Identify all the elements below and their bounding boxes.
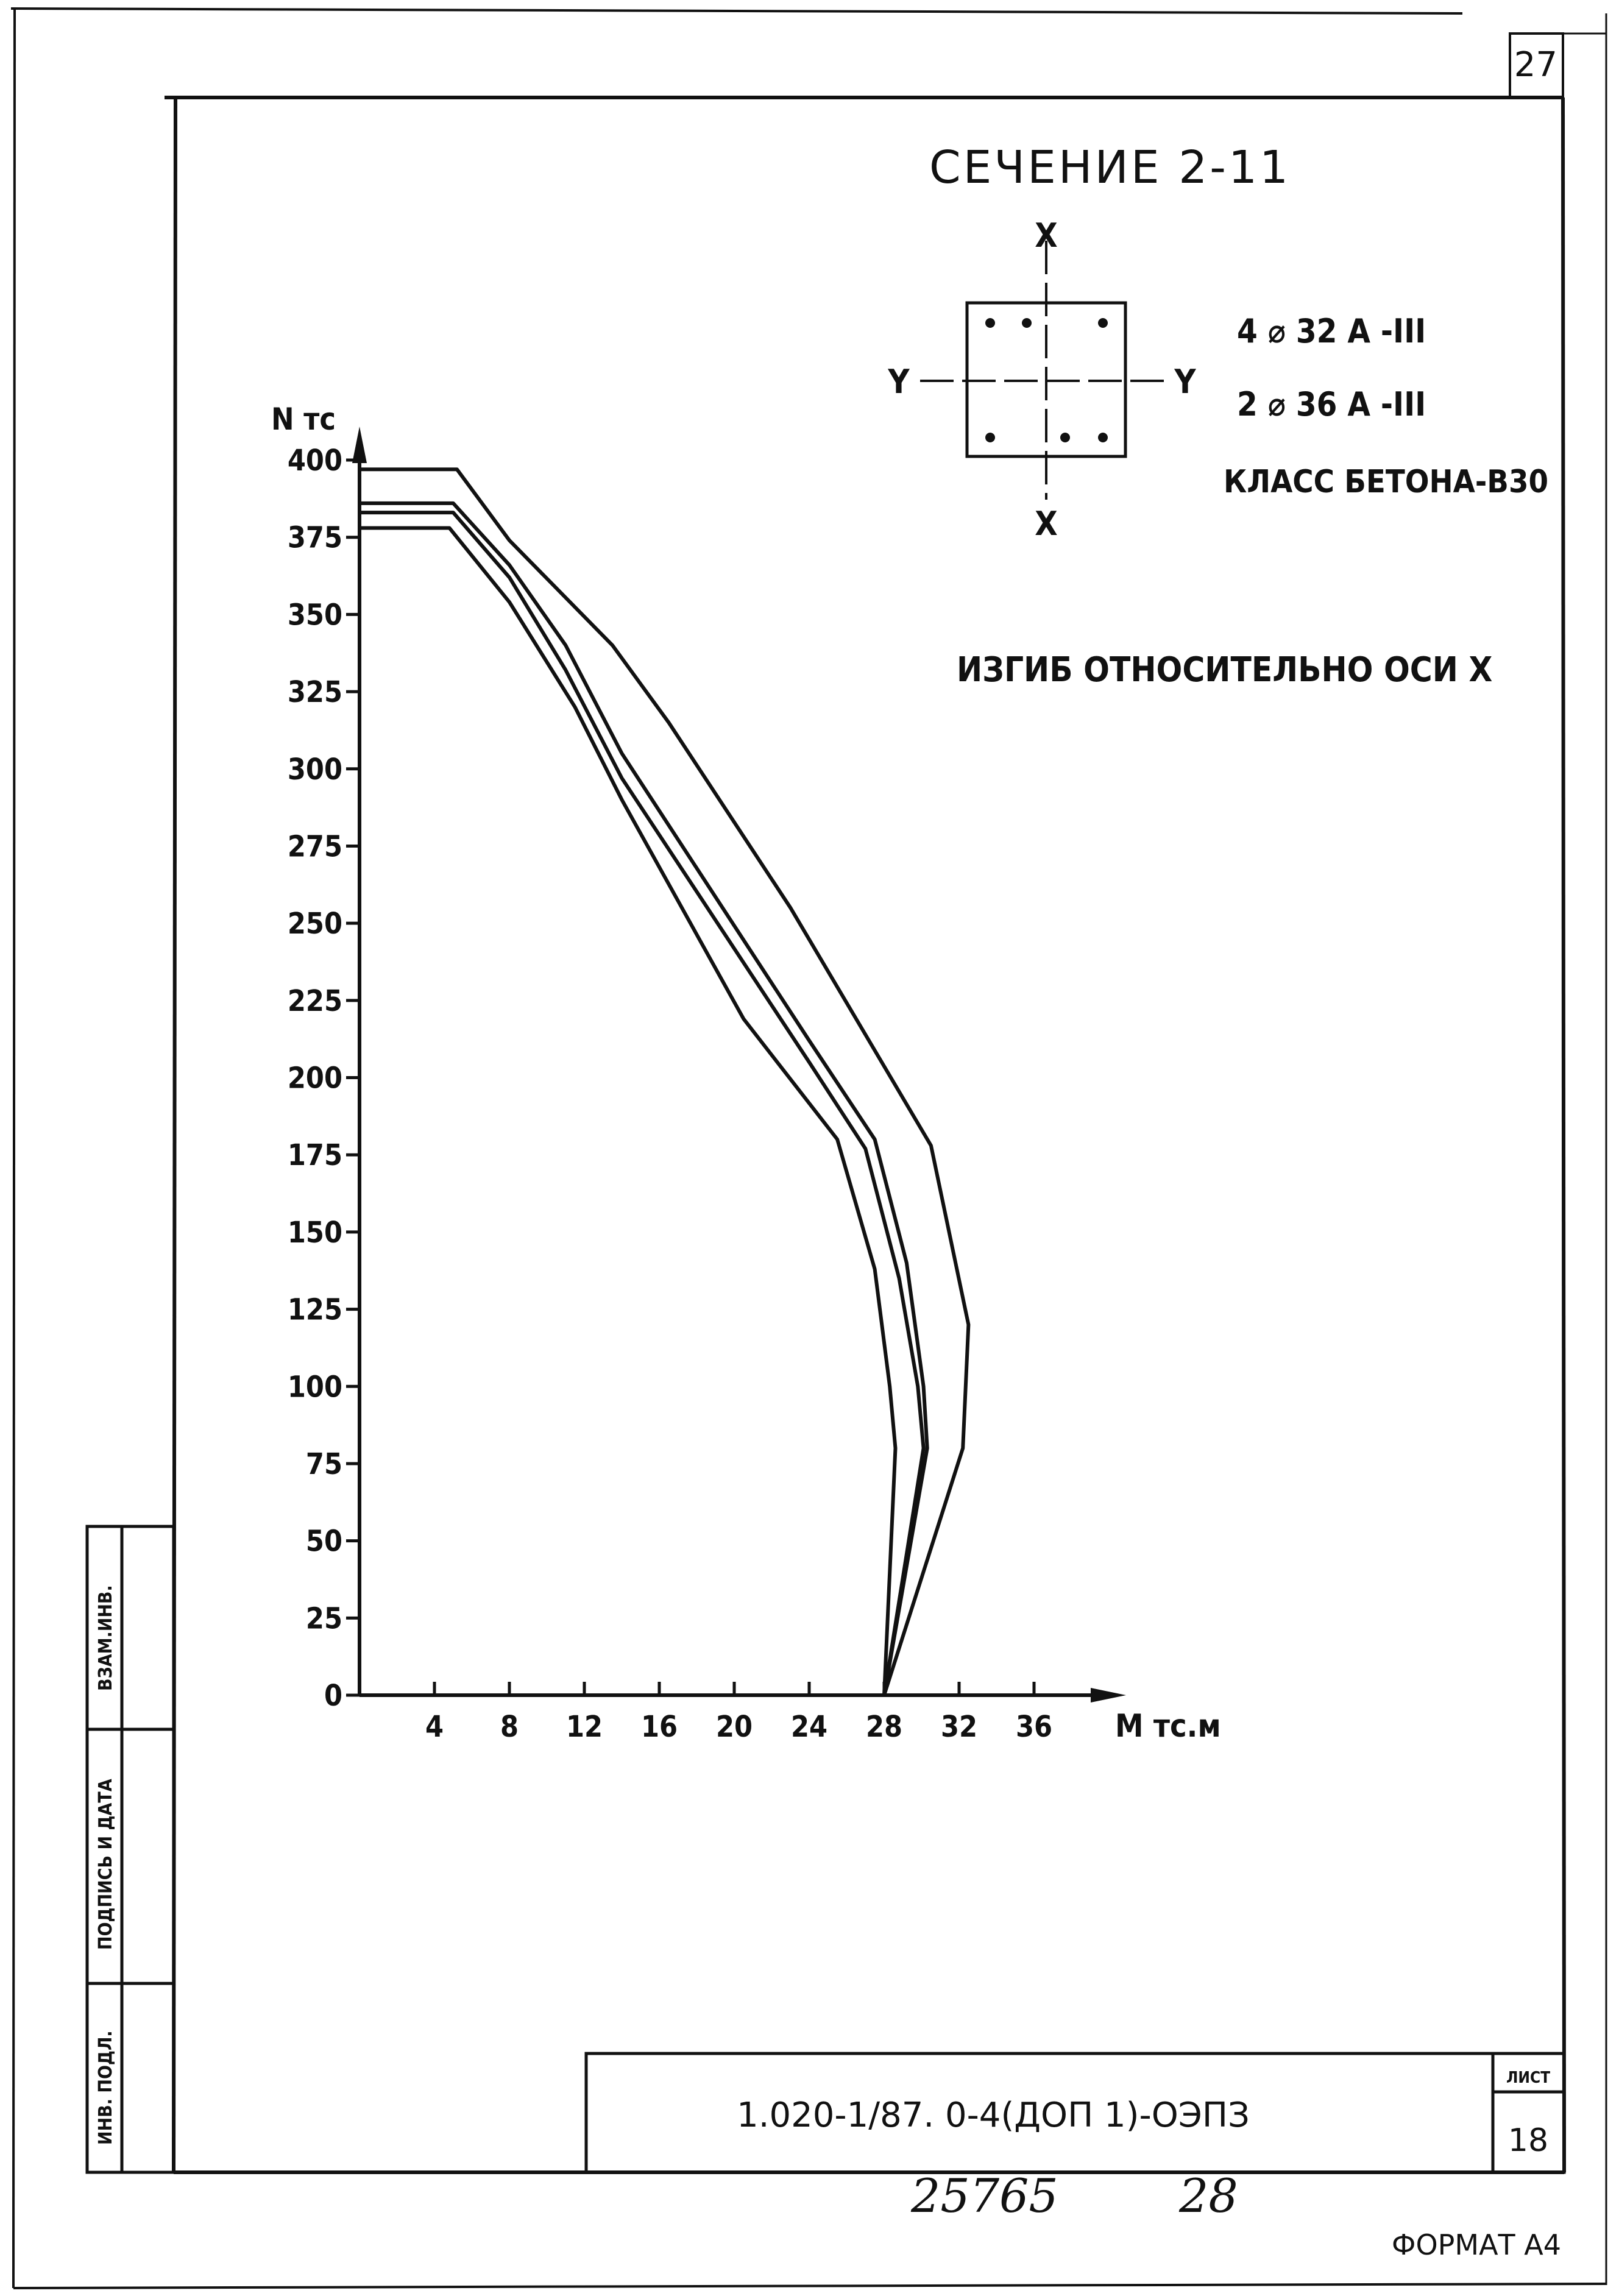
rebar-dot — [985, 433, 995, 442]
reinforcement-line-2: 2 ⌀ 36 А -III — [1237, 385, 1426, 423]
section-axis-y-left-label: Y — [887, 363, 910, 401]
rebar-dot — [985, 318, 995, 328]
y-tick-label: 250 — [288, 907, 342, 941]
rebar-dot — [1022, 318, 1032, 328]
x-axis-arrow — [1091, 1688, 1126, 1703]
y-tick-label: 400 — [288, 444, 342, 478]
stamp-field-original-inv: ИНВ. ПОДЛ. — [95, 2030, 116, 2145]
y-tick-label: 75 — [306, 1447, 342, 1481]
page-number-box: 27 — [1509, 32, 1606, 99]
sheet-border — [10, 7, 1607, 2289]
y-tick-label: 300 — [288, 753, 342, 787]
reinforcement-line-1: 4 ⌀ 32 А -III — [1237, 312, 1426, 350]
x-tick-label: 16 — [641, 1710, 678, 1744]
bending-note: ИЗГИБ ОТНОСИТЕЛЬНО ОСИ Х — [957, 650, 1492, 690]
side-stamp — [85, 1525, 175, 2174]
page-number: 27 — [1514, 45, 1557, 85]
interaction-curve-3 — [360, 511, 926, 1696]
handwritten-number: 25765 — [910, 2169, 1058, 2223]
y-axis-arrow — [352, 427, 367, 463]
sheet-label: ЛИСТ — [1506, 2069, 1550, 2087]
cross-section: СЕЧЕНИЕ 2-11 Х Х Y Y — [887, 141, 1291, 543]
y-tick-label: 100 — [288, 1370, 342, 1404]
interaction-curve-1 — [360, 467, 971, 1696]
interaction-curve-4 — [360, 526, 898, 1696]
y-tick-label: 200 — [288, 1061, 342, 1096]
rebar-dot — [1098, 433, 1108, 442]
x-tick-label: 20 — [716, 1710, 753, 1744]
format-label: ФОРМАТ А4 — [1392, 2228, 1561, 2261]
x-tick-label: 28 — [866, 1710, 902, 1744]
document-code: 1.020-1/87. 0-4(ДОП 1)-ОЭПЗ — [737, 2096, 1250, 2135]
x-tick-label: 8 — [500, 1710, 519, 1744]
x-tick-label: 32 — [941, 1710, 977, 1744]
handwritten-page: 28 — [1178, 2169, 1238, 2223]
sheet-number: 18 — [1508, 2122, 1548, 2159]
concrete-class: КЛАСС БЕТОНА-В30 — [1224, 464, 1548, 500]
y-tick-label: 275 — [288, 829, 342, 863]
section-title: СЕЧЕНИЕ 2-11 — [929, 141, 1291, 194]
section-axis-y-right-label: Y — [1174, 363, 1196, 401]
interaction-curve-2 — [360, 501, 929, 1696]
x-tick-label: 4 — [425, 1710, 444, 1744]
y-tick-label: 375 — [288, 521, 342, 555]
x-tick-label: 12 — [566, 1710, 603, 1744]
x-tick-label: 36 — [1016, 1710, 1052, 1744]
stamp-field-replaced-inv: ВЗАМ.ИНВ. — [95, 1585, 116, 1691]
y-tick-label: 175 — [288, 1138, 342, 1172]
title-block — [584, 2052, 1566, 2174]
y-tick-label: 150 — [288, 1216, 342, 1250]
interaction-chart: N тс М тс.м 0 25 50 75 100 125 150 175 200 225 250… — [271, 402, 1221, 1745]
section-axis-x-bottom-label: Х — [1035, 505, 1057, 543]
rebar-dot — [1060, 433, 1070, 442]
y-tick-label: 25 — [306, 1601, 342, 1635]
y-tick-label: 325 — [288, 675, 342, 709]
section-axis-x-top-label: Х — [1035, 216, 1057, 255]
y-tick-label: 350 — [288, 598, 342, 632]
y-tick-label: 50 — [306, 1525, 342, 1559]
x-axis-label: М тс.м — [1115, 1708, 1221, 1745]
y-tick-label: 0 — [324, 1679, 342, 1713]
y-tick-label: 225 — [288, 984, 342, 1018]
stamp-field-signature-date: ПОДПИСЬ И ДАТА — [95, 1779, 116, 1950]
x-tick-label: 24 — [791, 1710, 827, 1744]
rebar-dot — [1098, 318, 1108, 328]
y-axis-label: N тс — [271, 402, 336, 437]
y-tick-label: 125 — [288, 1293, 342, 1327]
